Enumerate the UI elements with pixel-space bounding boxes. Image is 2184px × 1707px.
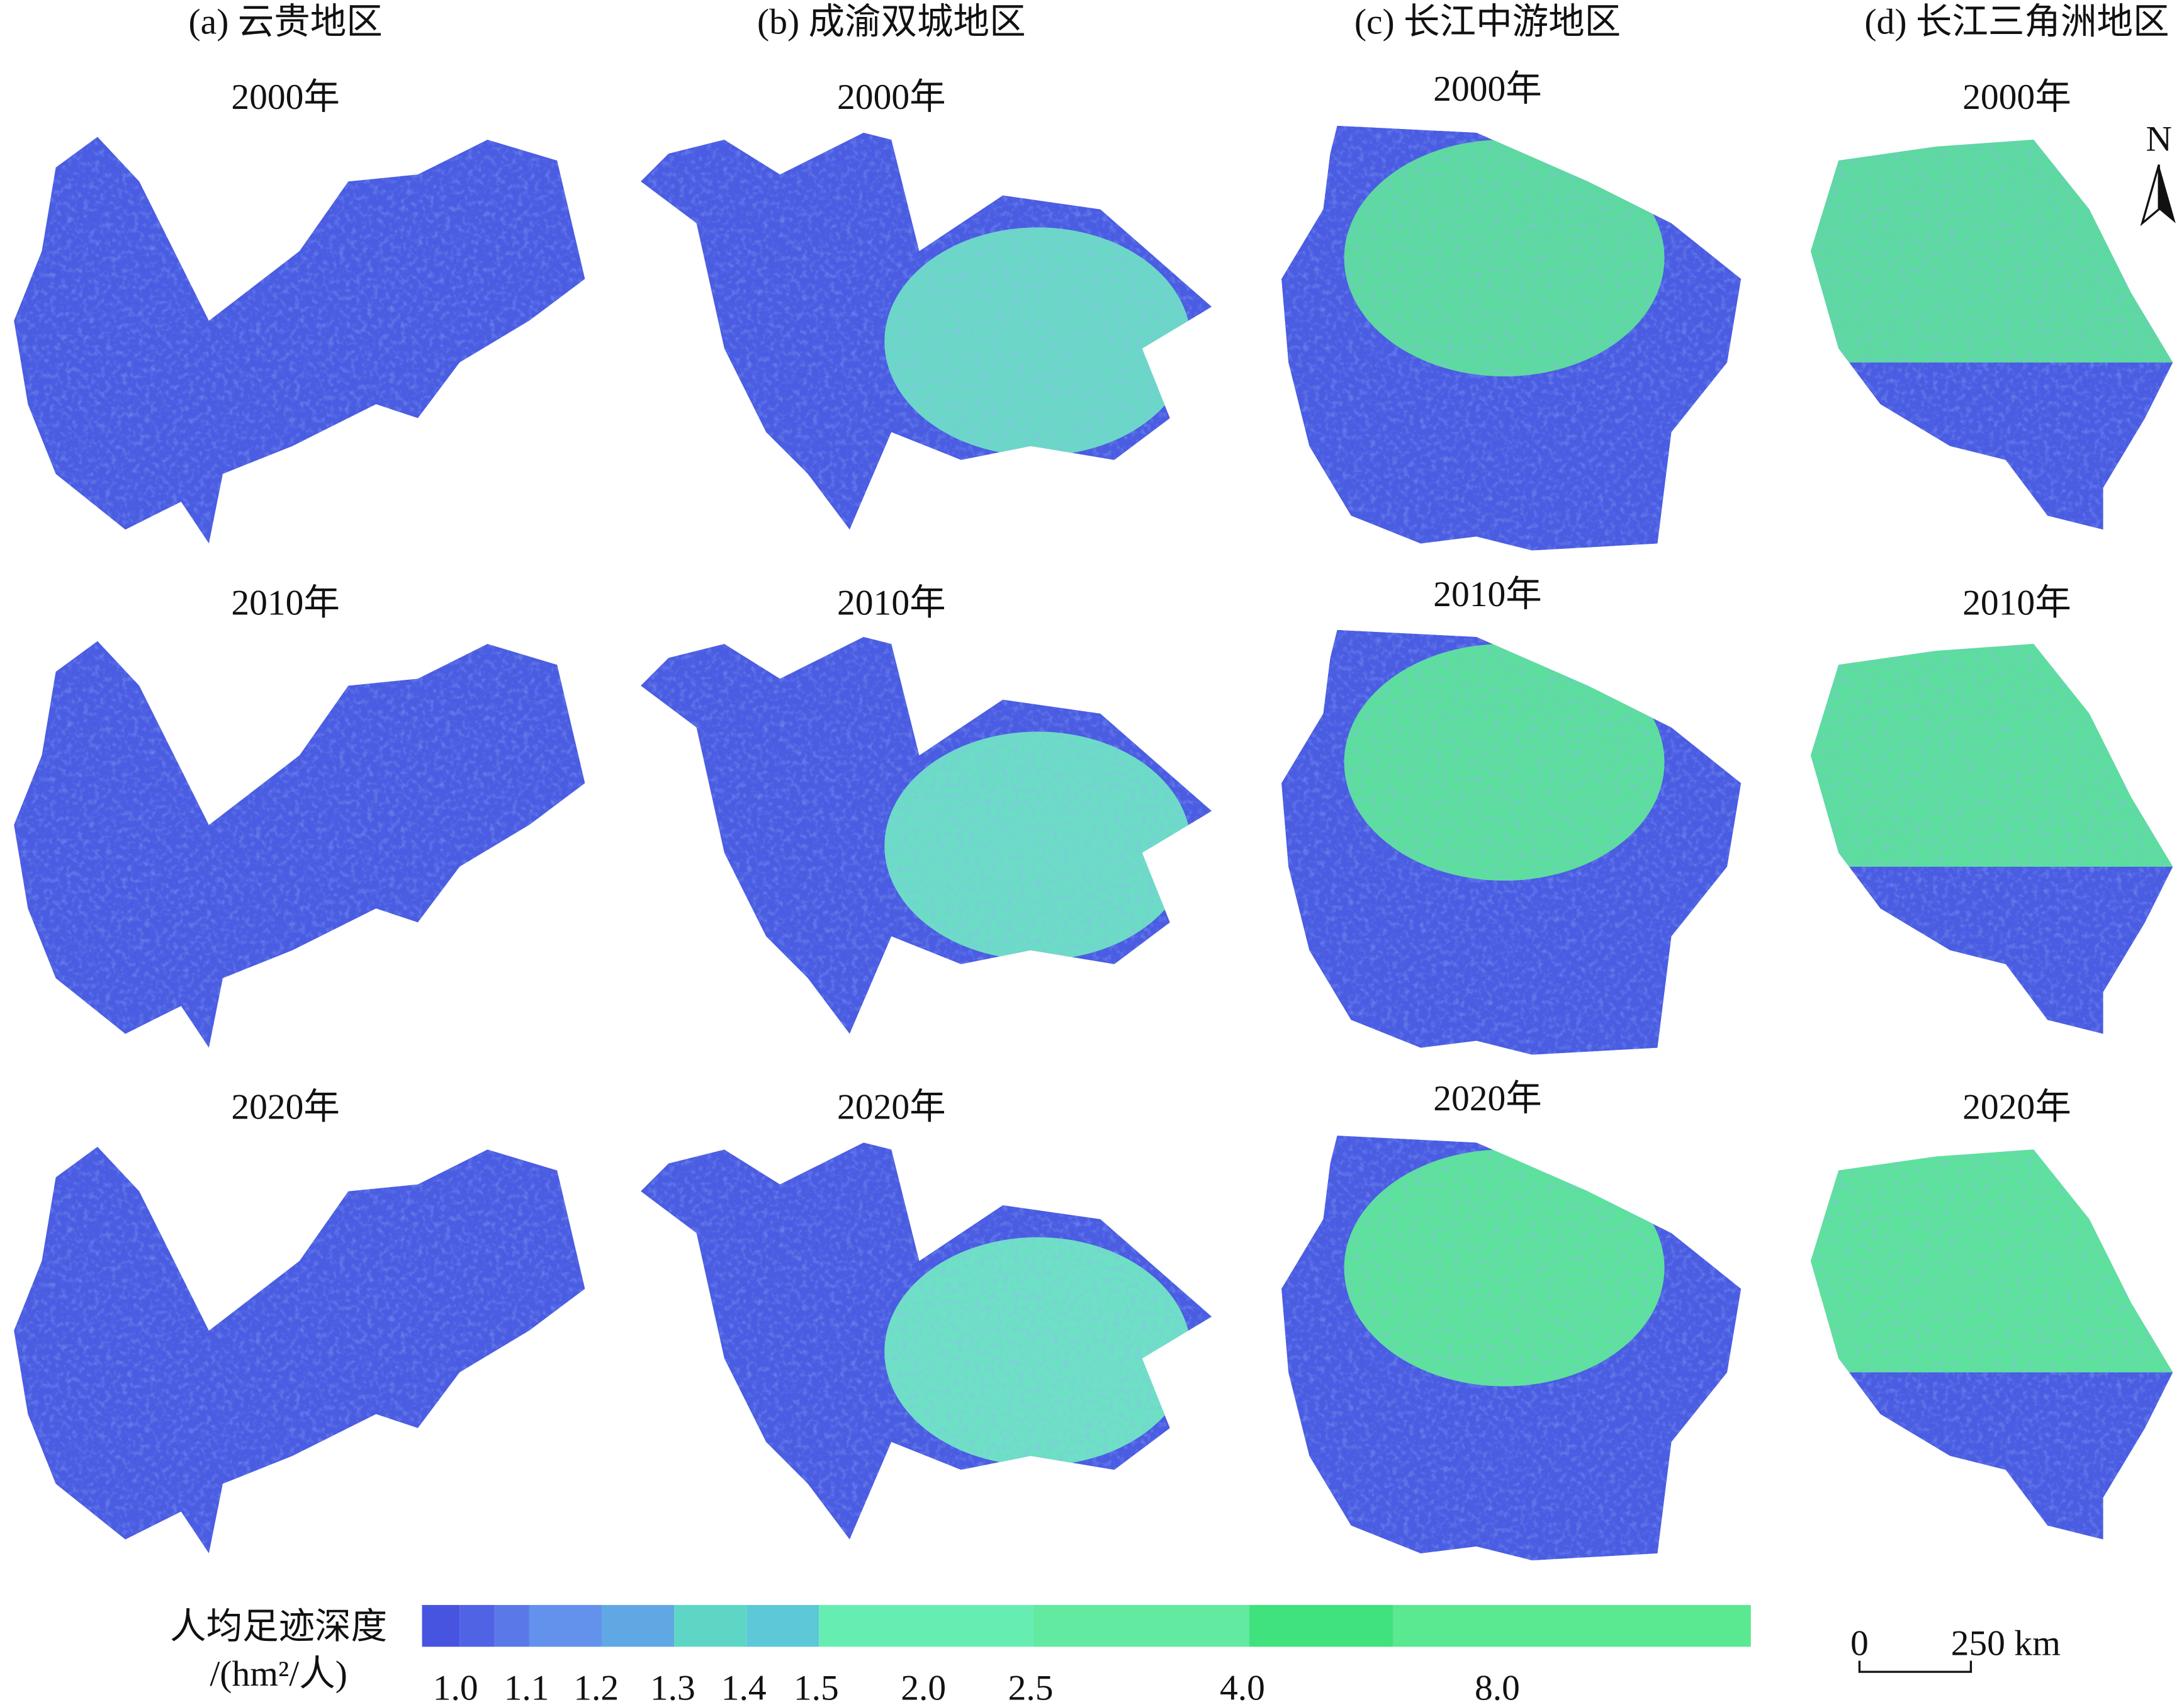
- year-label: 2020年: [1433, 1079, 1542, 1118]
- year-label: 2010年: [837, 583, 946, 623]
- north-arrow: N: [2140, 119, 2176, 227]
- year-label: 2000年: [837, 77, 946, 117]
- legend-swatch: [674, 1604, 747, 1647]
- column-title: (a) 云贵地区: [189, 3, 383, 42]
- legend-swatch: [1249, 1604, 1393, 1647]
- legend-swatch: [459, 1604, 495, 1647]
- legend-label: 1.4: [721, 1668, 767, 1707]
- region-map: [1281, 1135, 1742, 1561]
- legend-label: 4.0: [1220, 1668, 1265, 1707]
- scale-start: 0: [1850, 1624, 1869, 1664]
- column-title: (b) 成渝双城地区: [757, 3, 1026, 42]
- year-label: 2010年: [1433, 575, 1542, 614]
- legend-label: 2.0: [901, 1668, 946, 1707]
- legend-swatch: [422, 1604, 460, 1647]
- column-title: (d) 长江三角洲地区: [1864, 3, 2169, 42]
- north-label: N: [2146, 119, 2172, 159]
- legend-swatch: [529, 1604, 602, 1647]
- legend-swatch: [819, 1604, 1034, 1647]
- year-label: 2020年: [1962, 1088, 2071, 1127]
- year-label: 2020年: [837, 1088, 946, 1127]
- legend-label: 1.0: [433, 1668, 478, 1707]
- legend-unit: /(hm²/人): [210, 1654, 347, 1694]
- legend-swatch: [494, 1604, 529, 1647]
- legend-label: 1.3: [650, 1668, 695, 1707]
- year-label: 2000年: [231, 77, 340, 117]
- legend-swatch: [746, 1604, 819, 1647]
- year-label: 2000年: [1962, 77, 2071, 117]
- year-label: 2000年: [1433, 69, 1542, 109]
- legend-swatch: [602, 1604, 675, 1647]
- legend-label: 1.1: [504, 1668, 549, 1707]
- year-label: 2010年: [1962, 583, 2071, 623]
- legend-swatch: [1033, 1604, 1250, 1647]
- map-fill: [1281, 629, 1742, 1055]
- scale-bar: 0 250 km: [1850, 1624, 2061, 1673]
- region-map: [1281, 629, 1742, 1055]
- legend-swatch: [1393, 1604, 1751, 1647]
- legend-label: 1.2: [573, 1668, 619, 1707]
- column-title: (c) 长江中游地区: [1354, 3, 1621, 42]
- year-label: 2010年: [231, 583, 340, 623]
- year-label: 2020年: [231, 1088, 340, 1127]
- scale-end: 250 km: [1951, 1624, 2061, 1664]
- legend-title: 人均足迹深度: [170, 1607, 387, 1647]
- legend-label: 2.5: [1008, 1668, 1054, 1707]
- legend-label: 8.0: [1475, 1668, 1520, 1707]
- map-fill: [1281, 1135, 1742, 1561]
- legend-label: 1.5: [794, 1668, 839, 1707]
